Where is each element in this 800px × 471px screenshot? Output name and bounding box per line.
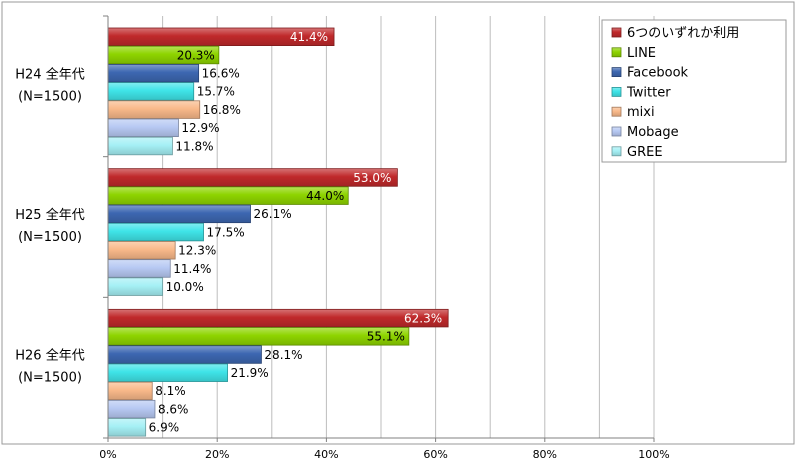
legend-label: Twitter (626, 85, 671, 100)
x-tick-label: 60% (423, 448, 447, 461)
bar-gree-1 (107, 136, 173, 156)
legend-label: Facebook (627, 66, 689, 81)
value-label: 8.6% (158, 402, 189, 416)
bar-mixi-1 (107, 100, 201, 119)
value-label: 12.9% (181, 121, 219, 135)
legend-label: mixi (627, 105, 655, 120)
value-label: 8.1% (155, 384, 186, 398)
value-label: 6.9% (149, 421, 180, 435)
category-sublabel: (N=1500) (18, 371, 82, 386)
legend-label: LINE (627, 46, 656, 61)
bar-gree-2 (107, 277, 163, 296)
bar-6つのいずれか利用-3 (107, 308, 449, 328)
bar-twitter-2 (107, 222, 204, 242)
bar-mixi-3 (107, 381, 153, 401)
value-label: 41.4% (290, 30, 328, 44)
value-label: 17.5% (207, 225, 245, 239)
legend-swatch (611, 146, 622, 157)
bar-mobage-3 (107, 399, 156, 419)
category-sublabel: (N=1500) (18, 230, 82, 245)
legend-label: Mobage (627, 125, 679, 140)
x-tick-label: 80% (533, 448, 557, 461)
legend-swatch (611, 87, 622, 97)
bar-twitter-3 (107, 363, 228, 382)
bar-facebook-3 (107, 345, 262, 364)
value-label: 10.0% (166, 280, 204, 294)
category-sublabel: (N=1500) (18, 89, 82, 104)
bar-facebook-2 (107, 204, 251, 224)
bars: 41.4% 20.3% 16.6% 15.7% 16.8% 12.9% 11.8% 53.0%… (107, 27, 449, 437)
legend-box (601, 19, 787, 163)
x-tick-label: 40% (314, 448, 338, 461)
value-label: 26.1% (254, 207, 292, 221)
legend-swatch (611, 126, 622, 137)
axes: 0% 20% 40% 60% 80% 100% H24 全年代 (N=1500) H25 全年代… (15, 15, 670, 461)
legend: 6つのいずれか利用 LINE Facebook Twitter mixi Mobage GR… (601, 19, 787, 163)
bar-mobage-1 (107, 118, 179, 138)
legend-label: 6つのいずれか利用 (627, 26, 739, 41)
bar-mixi-2 (107, 241, 176, 260)
bar-mobage-2 (107, 259, 171, 278)
value-label: 44.0% (306, 189, 344, 203)
value-label: 62.3% (404, 311, 442, 325)
x-tick-label: 0% (99, 448, 116, 461)
x-tick-label: 20% (205, 448, 229, 461)
value-label: 21.9% (231, 366, 269, 380)
bar-facebook-1 (107, 64, 200, 83)
x-tick-label: 100% (638, 448, 669, 461)
category-label: H24 全年代 (15, 66, 84, 82)
value-label: 16.8% (203, 103, 241, 117)
legend-swatch (611, 67, 622, 77)
legend-swatch (611, 106, 622, 117)
bar-twitter-1 (107, 82, 195, 101)
bar-line-3 (107, 327, 410, 346)
legend-label: GREE (627, 145, 663, 160)
value-label: 12.3% (178, 244, 216, 258)
value-label: 53.0% (353, 171, 391, 185)
category-label: H25 全年代 (15, 207, 84, 223)
bar-gree-3 (107, 418, 147, 437)
value-label: 16.6% (202, 67, 240, 81)
category-label: H26 全年代 (15, 348, 84, 364)
value-label: 11.8% (175, 139, 213, 153)
value-label: 28.1% (264, 348, 302, 362)
legend-swatch (611, 27, 622, 38)
value-label: 55.1% (367, 330, 405, 344)
value-label: 15.7% (197, 85, 235, 99)
value-label: 20.3% (177, 48, 215, 62)
legend-swatch (611, 47, 622, 58)
value-label: 11.4% (173, 262, 211, 276)
